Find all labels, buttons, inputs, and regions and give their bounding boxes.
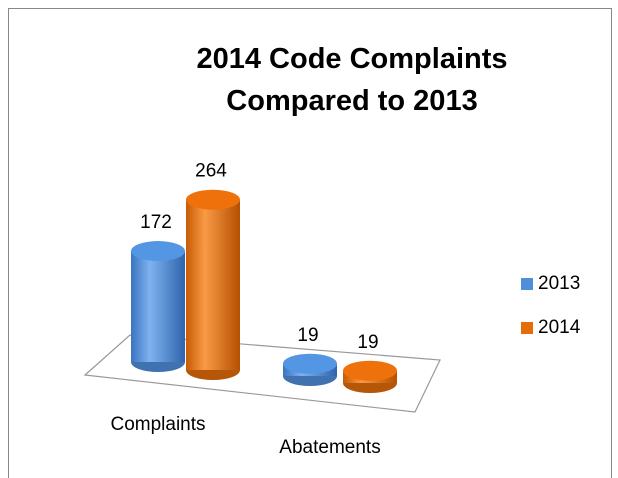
legend-swatch: [521, 322, 533, 334]
bar: [343, 360, 397, 393]
bar: [186, 189, 240, 380]
bar-body: [186, 199, 240, 370]
bar-body: [131, 251, 185, 362]
chart-title: 2014 Code Complaints Compared to 2013: [196, 43, 508, 117]
x-tick-label: Complaints: [110, 414, 205, 435]
bar-top: [131, 241, 185, 262]
x-tick-label: Abatements: [279, 437, 380, 458]
bar: [131, 241, 185, 372]
legend-swatch: [521, 278, 533, 290]
bar-top: [283, 353, 337, 374]
bar: [283, 353, 337, 386]
data-label: 172: [140, 212, 172, 233]
data-label: 264: [195, 161, 227, 182]
bar-top: [343, 360, 397, 381]
legend-label: 2014: [538, 317, 581, 338]
data-label: 19: [297, 325, 318, 346]
data-label: 19: [357, 332, 378, 353]
bar-top: [186, 189, 240, 210]
legend-label: 2013: [538, 273, 580, 294]
chart-border: [8, 8, 612, 478]
